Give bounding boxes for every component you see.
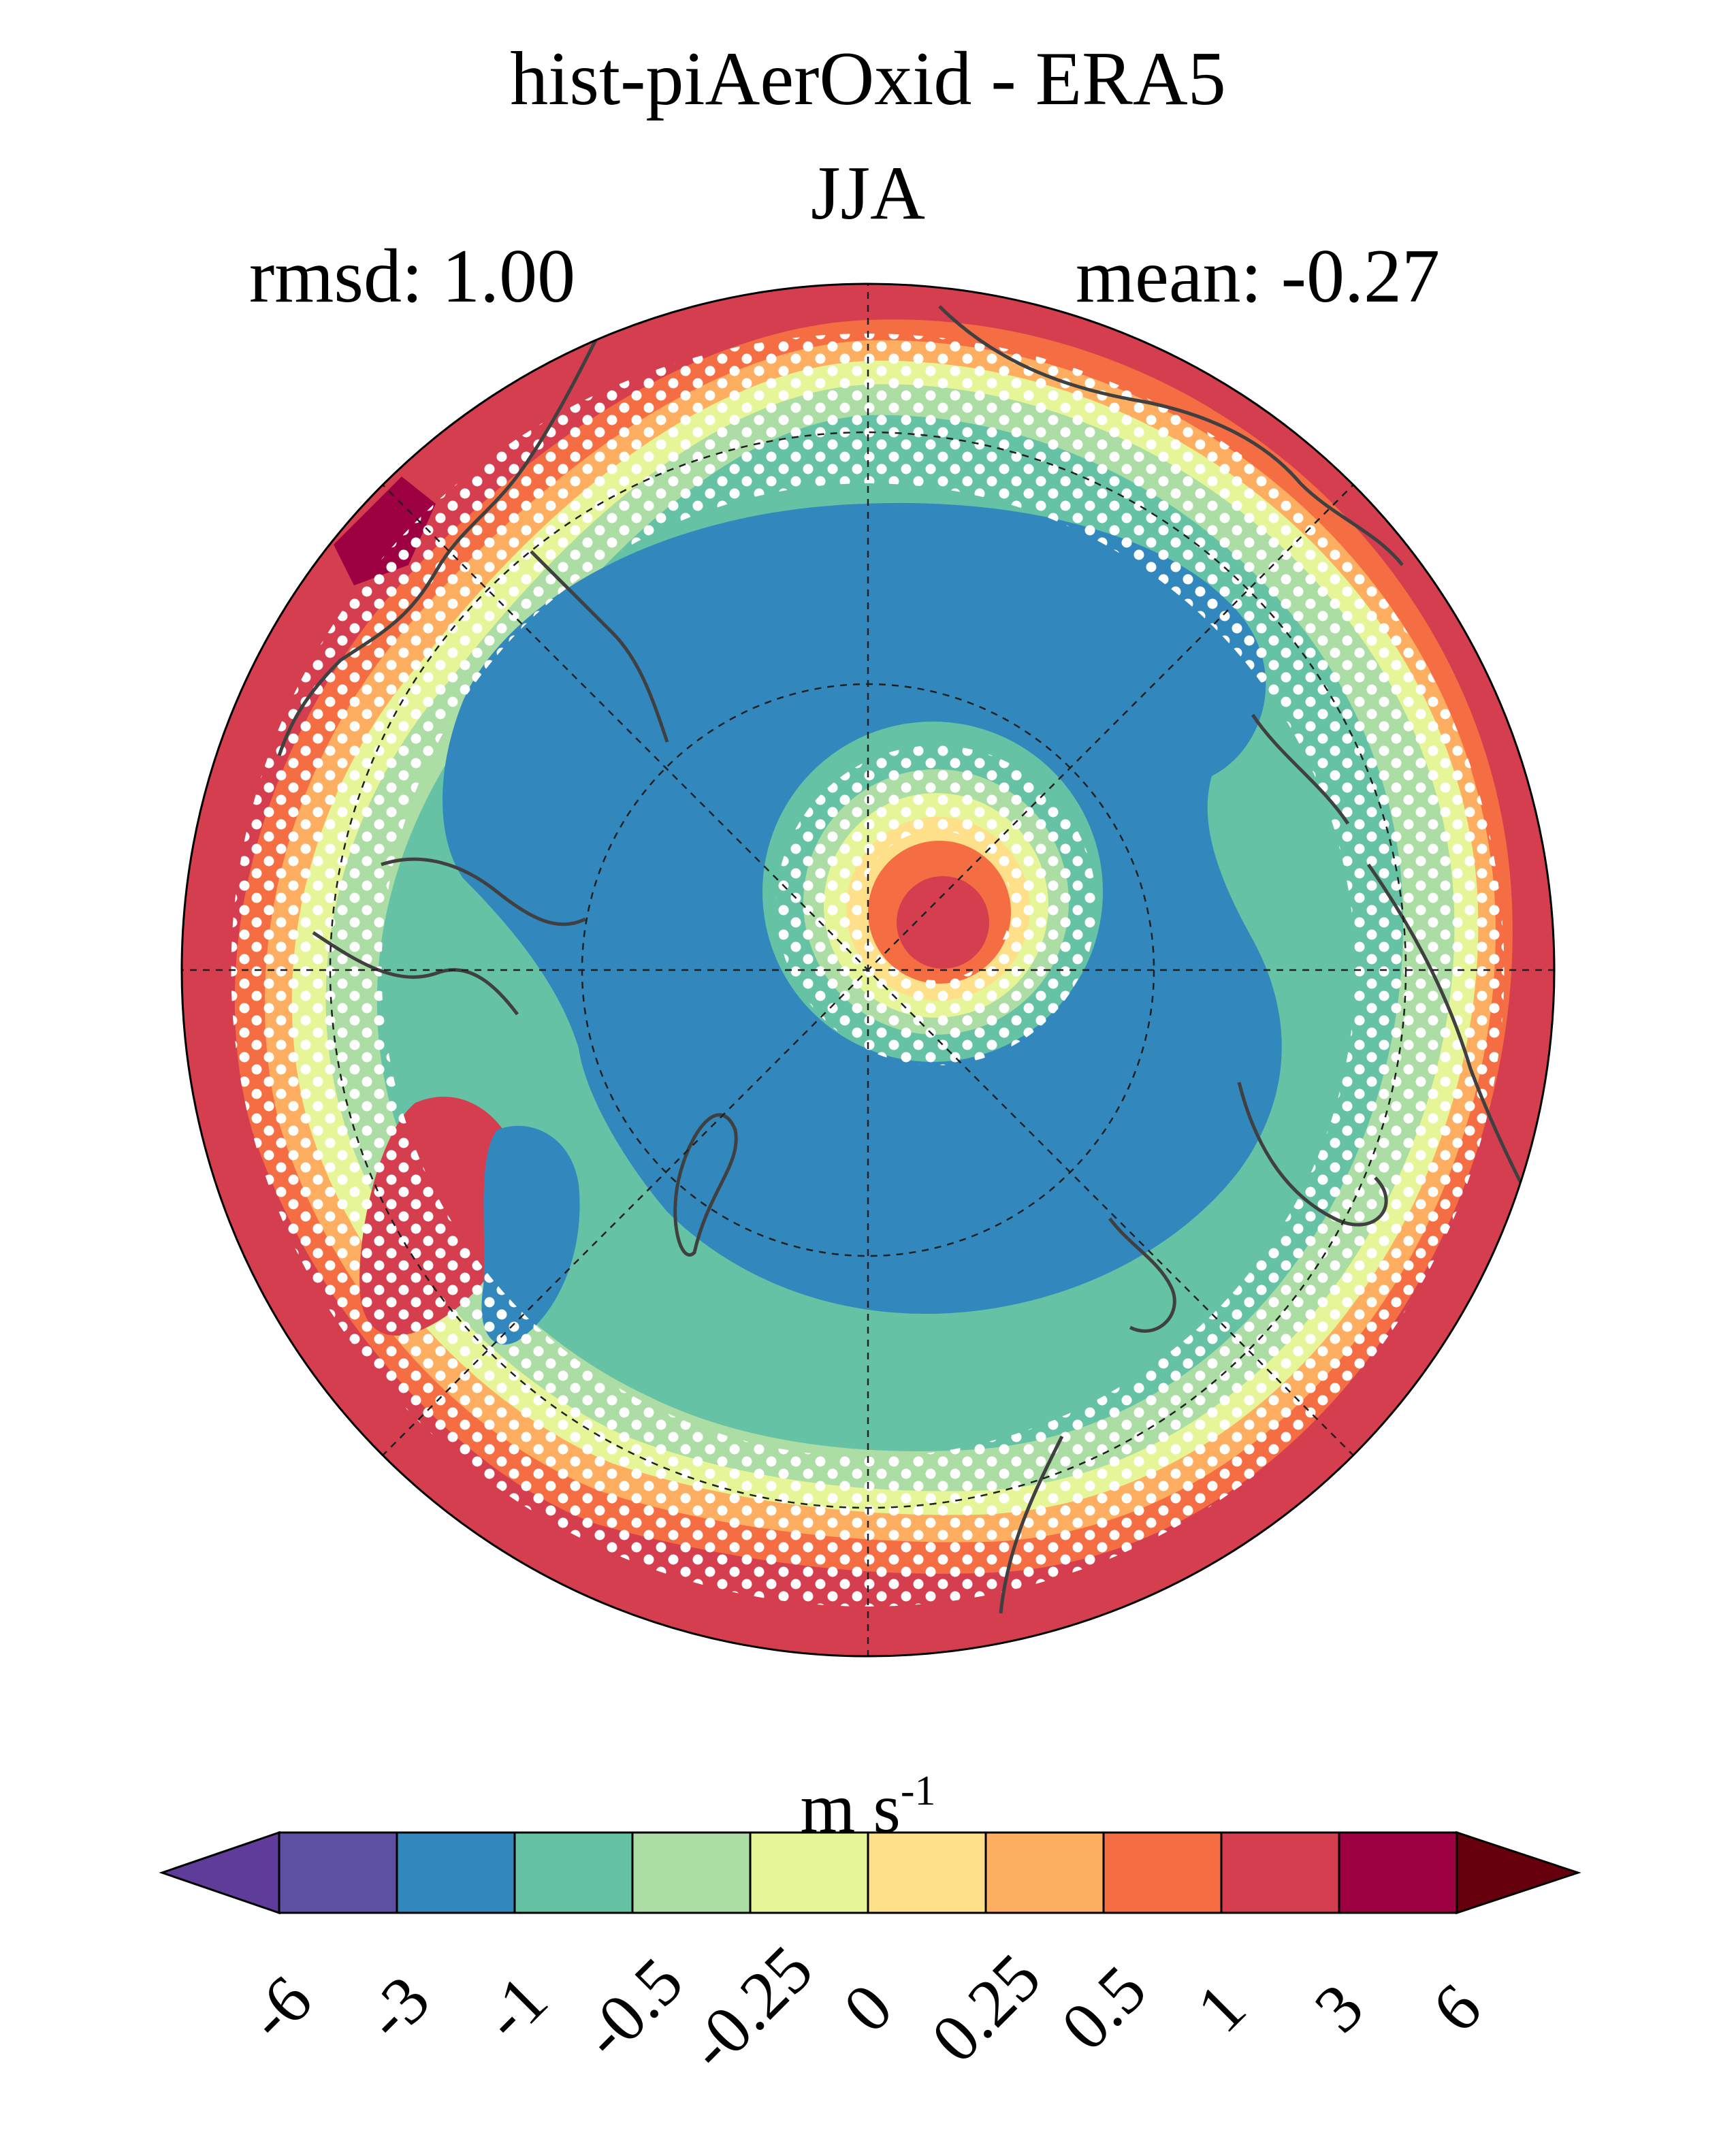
colorbar-tick-label: -0.5 xyxy=(567,1943,698,2073)
colorbar: m s-1 -6 -3 -1 -0.5 -0.25 0 0.25 0.5 1 3 6 xyxy=(0,1743,1736,2130)
colorbar-arrow-low xyxy=(159,1830,280,1915)
colorbar-tick-label: 6 xyxy=(1417,1969,1496,2047)
colorbar-segment xyxy=(984,1831,1105,1914)
colorbar-tick-label: 1 xyxy=(1182,1969,1260,2047)
colorbar-segment xyxy=(749,1831,869,1914)
colorbar-segment xyxy=(278,1831,398,1914)
season-label: JJA xyxy=(810,151,926,236)
colorbar-tick-label: -3 xyxy=(350,1960,444,2055)
colorbar-tick-label: -6 xyxy=(232,1960,326,2055)
coastlines xyxy=(277,305,1534,1614)
colorbar-segment xyxy=(1102,1831,1223,1914)
rmsd-label: rmsd: 1.00 xyxy=(249,234,576,319)
colorbar-tick-label: -0.25 xyxy=(673,1931,827,2085)
mean-label: mean: -0.27 xyxy=(1076,234,1440,319)
colorbar-segment xyxy=(513,1831,634,1914)
colorbar-segment xyxy=(1338,1831,1458,1914)
polar-map xyxy=(180,283,1556,1658)
map-boundary xyxy=(180,283,1556,1658)
colorbar-tick-label: 3 xyxy=(1300,1969,1378,2047)
colorbar-tick-label: 0.5 xyxy=(1046,1951,1161,2065)
colorbar-tick-label: 0.25 xyxy=(916,1939,1055,2077)
colorbar-tick-label: -1 xyxy=(468,1960,562,2055)
colorbar-segment xyxy=(396,1831,516,1914)
colorbar-segment xyxy=(631,1831,752,1914)
colorbar-segment xyxy=(1220,1831,1340,1914)
colorbar-segment xyxy=(867,1831,987,1914)
graticule xyxy=(182,284,1554,1656)
colorbar-arrow-high xyxy=(1456,1830,1581,1915)
figure-title: hist-piAerOxid - ERA5 xyxy=(510,37,1226,121)
colorbar-tick-label: 0 xyxy=(829,1969,907,2047)
